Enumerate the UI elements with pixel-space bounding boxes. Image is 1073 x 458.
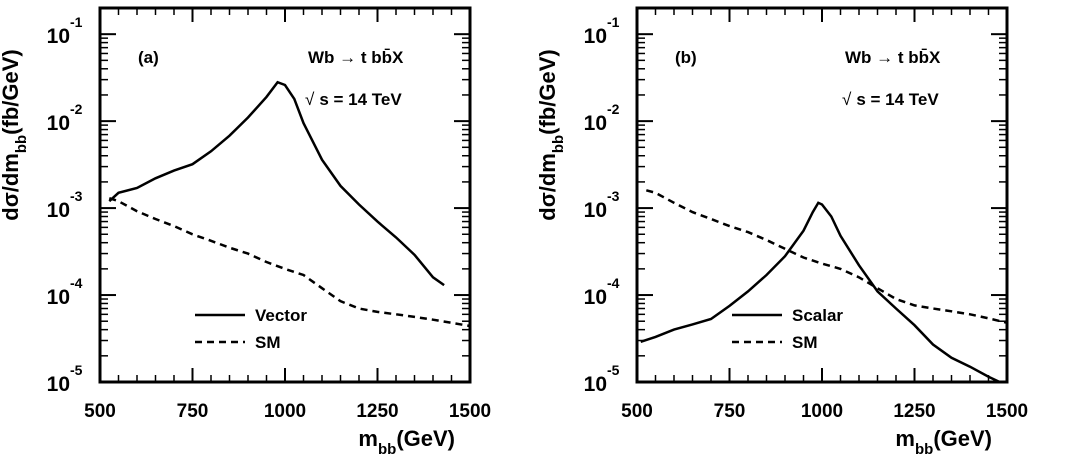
x-axis-label-main: m [895, 426, 915, 451]
y-tick-label: 10 [584, 25, 607, 48]
legend-label: Vector [255, 306, 307, 325]
process-tail: X [392, 48, 404, 67]
energy-text: s = 14 TeV [856, 90, 939, 109]
y-tick-label: 10 [584, 373, 607, 396]
sqrt-symbol: √ [842, 90, 852, 109]
process-main: Wb → t b [845, 48, 919, 67]
process-bbar: b̄ [919, 48, 929, 67]
y-axis-label-sub: bb [13, 135, 30, 153]
x-tick-label: 500 [84, 401, 116, 422]
x-axis-label-unit: (GeV) [396, 426, 455, 451]
process-tail: X [929, 48, 941, 67]
x-tick-label: 1000 [801, 401, 843, 422]
x-tick-label: 750 [177, 401, 209, 422]
y-tick-label: 10 [47, 112, 70, 135]
x-tick-label: 750 [714, 401, 746, 422]
panel-a: 500 750 1000 1250 150010-510-410-310-210-1(a… [0, 6, 491, 458]
y-tick-exponent: -1 [607, 14, 620, 30]
y-axis-label-unit: (fb/GeV) [0, 49, 23, 135]
x-axis-label-sub: bb [378, 441, 396, 458]
x-axis-label-main: m [358, 426, 378, 451]
y-tick-exponent: -2 [70, 101, 83, 117]
x-tick-label: 1500 [986, 401, 1028, 422]
y-tick-exponent: -3 [70, 188, 83, 204]
x-tick-label: 1000 [264, 401, 306, 422]
process-main: Wb → t b [308, 48, 382, 67]
x-axis-label: mbb(GeV) [358, 426, 455, 458]
process-label: Wb → t bb̄X [845, 48, 941, 67]
y-tick-exponent: -4 [607, 275, 620, 291]
series-line-vector [108, 80, 445, 287]
y-tick-exponent: -1 [70, 14, 83, 30]
y-axis-label: dσ/dmbb(fb/GeV) [0, 49, 30, 221]
y-tick-label: 10 [47, 286, 70, 309]
y-tick-label: 10 [584, 199, 607, 222]
plot-frame [98, 6, 472, 384]
y-axis-label-unit: (fb/GeV) [535, 49, 560, 135]
x-axis-label-sub: bb [915, 441, 933, 458]
x-axis-label-unit: (GeV) [933, 426, 992, 451]
energy-text: s = 14 TeV [319, 90, 402, 109]
x-axis-label: mbb(GeV) [895, 426, 992, 458]
energy-label: √ s = 14 TeV [842, 90, 939, 109]
y-tick-exponent: -5 [70, 362, 83, 378]
y-axis-label-main: dσ/dm [535, 153, 560, 221]
energy-label: √ s = 14 TeV [305, 90, 402, 109]
panel-b: 500 750 1000 1250 150010-510-410-310-210-1(b… [535, 6, 1028, 458]
legend-label: Scalar [792, 306, 843, 325]
y-tick-exponent: -5 [607, 362, 620, 378]
series-line-sm [108, 197, 470, 328]
y-tick-label: 10 [584, 286, 607, 309]
legend-label: SM [792, 333, 818, 352]
x-tick-label: 500 [621, 401, 653, 422]
y-tick-exponent: -4 [70, 275, 83, 291]
y-tick-label: 10 [47, 373, 70, 396]
x-tick-label: 1250 [356, 401, 398, 422]
sqrt-symbol: √ [305, 90, 315, 109]
y-tick-label: 10 [584, 112, 607, 135]
process-label: Wb → t bb̄X [308, 48, 404, 67]
y-tick-label: 10 [47, 199, 70, 222]
series-line-scalar [640, 201, 1001, 382]
panel-label: (b) [675, 48, 697, 67]
legend-label: SM [255, 333, 281, 352]
y-tick-exponent: -3 [607, 188, 620, 204]
panel-label: (a) [138, 48, 159, 67]
y-axis-label: dσ/dmbb(fb/GeV) [535, 49, 567, 221]
y-axis-label-sub: bb [550, 135, 567, 153]
y-axis-label-main: dσ/dm [0, 153, 23, 221]
process-bbar: b̄ [382, 48, 392, 67]
x-tick-label: 1500 [449, 401, 491, 422]
x-tick-label: 1250 [893, 401, 935, 422]
y-tick-label: 10 [47, 25, 70, 48]
series-line-sm [645, 189, 1007, 325]
plot-frame [635, 6, 1009, 384]
y-tick-exponent: -2 [607, 101, 620, 117]
